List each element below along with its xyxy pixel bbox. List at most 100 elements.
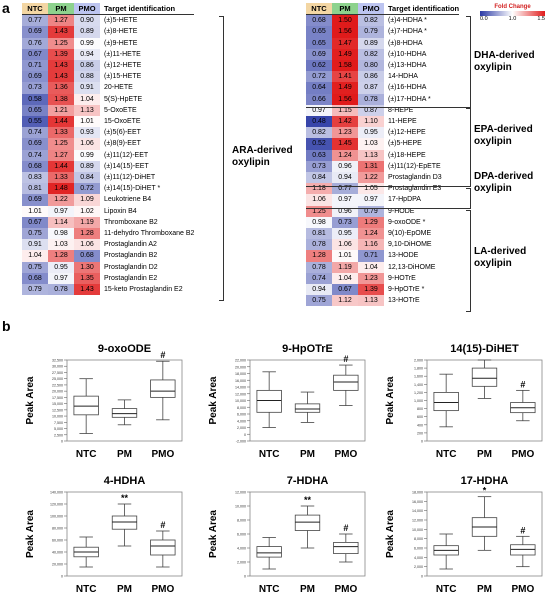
heatmap-right: NTC PM PMO Target identification 0.68 1.5… — [306, 3, 460, 307]
heatmap-cell-ntc: 0.67 — [22, 216, 48, 229]
heatmap-cell-pmo: 0.79 — [358, 26, 384, 38]
heatmap-cell-pm: 1.49 — [332, 48, 358, 61]
heatmap-cell-pmo: 1.13 — [358, 149, 384, 161]
heatmap-cell-pmo: 0.82 — [358, 14, 384, 27]
target-name: Thromboxane B2 — [104, 218, 158, 226]
target-name: (±)7-HDHA * — [388, 28, 427, 36]
y-tick-label: 2,000 — [237, 561, 246, 565]
y-axis-label: Peak Area — [208, 376, 219, 424]
heatmap-cell-pmo: 1.02 — [74, 205, 100, 217]
heatmap-row: 0.52 1.45 1.03 (±)5-HEPE — [306, 138, 459, 150]
target-name: (±)11(12)-DiHET — [104, 174, 156, 182]
header-pmo: PMO — [74, 3, 100, 16]
y-tick-label: 1,600 — [414, 375, 423, 379]
target-name: 20-HETE — [104, 84, 133, 92]
heatmap-cell-ntc: 0.79 — [22, 284, 48, 296]
x-category-label: PMO — [151, 584, 174, 595]
target-name: 17-HpDPA — [388, 196, 421, 204]
heatmap-cell-ntc: 0.67 — [22, 48, 48, 61]
target-name: 14-HDHA — [388, 73, 418, 81]
heatmap-row: 0.68 1.44 0.89 (±)14(15)-EET — [22, 160, 194, 173]
heatmap-cell-pm: 1.56 — [332, 93, 358, 105]
x-category-label: PM — [300, 449, 315, 460]
heatmap-row: 0.69 1.43 0.89 (±)8-HETE — [22, 26, 194, 38]
chart-title: 17-HDHA — [461, 475, 509, 487]
heatmap-cell-ntc: 0.68 — [22, 272, 48, 285]
heatmap-row: 0.75 1.12 1.13 13-HOTrE — [306, 295, 459, 307]
box-iqr — [294, 403, 321, 413]
heatmap-row: 1.04 1.28 0.68 Prostaglandin B2 — [22, 250, 194, 262]
boxplot-7-HDHA: 7-HDHA 0 2,000 4,000 6,000 8,000 10,000 12,000 P… — [208, 475, 366, 595]
heatmap-cell-pm: 0.67 — [332, 284, 358, 296]
heatmap-cell-ntc: 1.25 — [306, 205, 332, 217]
target-name: 9-HODE — [388, 207, 415, 215]
heatmap-cell-pmo: 0.94 — [74, 48, 100, 61]
target-name: (±)12-HETE — [104, 62, 142, 70]
heatmap-cell-ntc: 0.65 — [22, 104, 48, 117]
target-name: (±)9-HETE — [104, 39, 138, 47]
heatmap-cell-ntc: 0.64 — [306, 82, 332, 94]
target-name: (±)16-HDHA — [388, 84, 427, 92]
y-tick-label: 4,000 — [237, 419, 246, 423]
heatmap-cell-ntc: 0.75 — [22, 261, 48, 273]
heatmap-row: 1.18 0.77 1.05 Prostaglandin E3 — [306, 183, 459, 195]
heatmap-row: 0.48 1.42 1.10 11-HEPE — [306, 116, 459, 128]
heatmap-cell-pmo: 1.16 — [358, 239, 384, 251]
fold-change-legend: Fold Change 0.0 1.0 1.5 — [480, 4, 545, 22]
heatmap-row: 1.25 0.96 0.79 9-HODE — [306, 205, 459, 217]
header-target: Target identification — [384, 3, 460, 16]
dha-group-label: DHA-derived oxylipin — [474, 50, 535, 73]
y-tick-label: 600 — [417, 415, 423, 419]
heatmap-cell-pm: 1.49 — [332, 82, 358, 94]
heatmap-cell-pmo: 0.72 — [74, 183, 100, 195]
significance-marker: # — [343, 354, 348, 364]
heatmap-cell-pm: 1.28 — [48, 250, 74, 262]
box-iqr — [333, 374, 359, 391]
y-axis-label: Peak Area — [25, 376, 36, 424]
boxplot-9-HpOTrE: 9-HpOTrE -2,000 0 2,000 4,000 6,000 8,000 10,00… — [208, 343, 366, 460]
target-name: Prostaglandin A2 — [104, 241, 157, 249]
heatmap-cell-pm: 1.21 — [48, 104, 74, 117]
box-iqr — [256, 546, 282, 558]
y-tick-label: 400 — [417, 423, 423, 427]
heatmap-row: 0.62 1.58 0.80 (±)13-HDHA — [306, 60, 459, 72]
la-group-brace — [466, 210, 471, 312]
epa-group-label: EPA-derived oxylipin — [474, 124, 533, 147]
heatmap-cell-pmo: 0.99 — [74, 149, 100, 161]
x-category-label: PMO — [334, 584, 357, 595]
target-name: 9-HOTrE — [388, 274, 416, 282]
y-tick-label: 5,000 — [54, 427, 63, 431]
heatmap-cell-pm: 0.97 — [48, 272, 74, 285]
heatmap-cell-pmo: 0.89 — [74, 26, 100, 38]
x-category-label: NTC — [436, 449, 457, 460]
heatmap-cell-ntc: 1.01 — [22, 205, 48, 217]
y-tick-label: 27,500 — [52, 371, 63, 375]
x-category-label: NTC — [436, 584, 457, 595]
heatmap-cell-ntc: 0.69 — [22, 71, 48, 83]
heatmap-cell-pmo: 1.35 — [74, 272, 100, 285]
x-category-label: PM — [117, 584, 132, 595]
y-tick-label: 0 — [244, 575, 246, 579]
target-name: (±)13-HDHA — [388, 62, 427, 70]
heatmap-row: 0.69 1.49 0.82 (±)10-HDHA — [306, 48, 459, 61]
target-name: (±)4-HDHA * — [388, 17, 427, 25]
heatmap-cell-pm: 1.39 — [48, 48, 74, 61]
y-tick-label: 22,500 — [52, 383, 63, 387]
y-tick-label: 12,000 — [235, 491, 246, 495]
target-name: 5-OxoETE — [104, 106, 137, 114]
heatmap-cell-pmo: 1.04 — [358, 261, 384, 273]
y-tick-label: 10,000 — [235, 505, 246, 509]
heatmap-cell-pmo: 1.04 — [74, 93, 100, 105]
heatmap-cell-ntc: 0.84 — [306, 172, 332, 184]
y-tick-label: 100,000 — [50, 515, 63, 519]
y-tick-label: 12,500 — [52, 408, 63, 412]
heatmap-cell-pm: 1.24 — [332, 149, 358, 161]
heatmap-row: 1.06 0.97 0.97 17-HpDPA — [306, 194, 459, 206]
heatmap-cell-pmo: 1.06 — [74, 138, 100, 150]
box-iqr — [433, 392, 459, 412]
heatmap-cell-pm: 0.77 — [332, 183, 358, 195]
y-tick-label: 6,000 — [237, 413, 246, 417]
header-pm: PM — [48, 3, 74, 16]
ara-group-brace — [219, 16, 224, 301]
heatmap-row: 0.63 1.24 1.13 (±)18-HEPE — [306, 149, 459, 161]
